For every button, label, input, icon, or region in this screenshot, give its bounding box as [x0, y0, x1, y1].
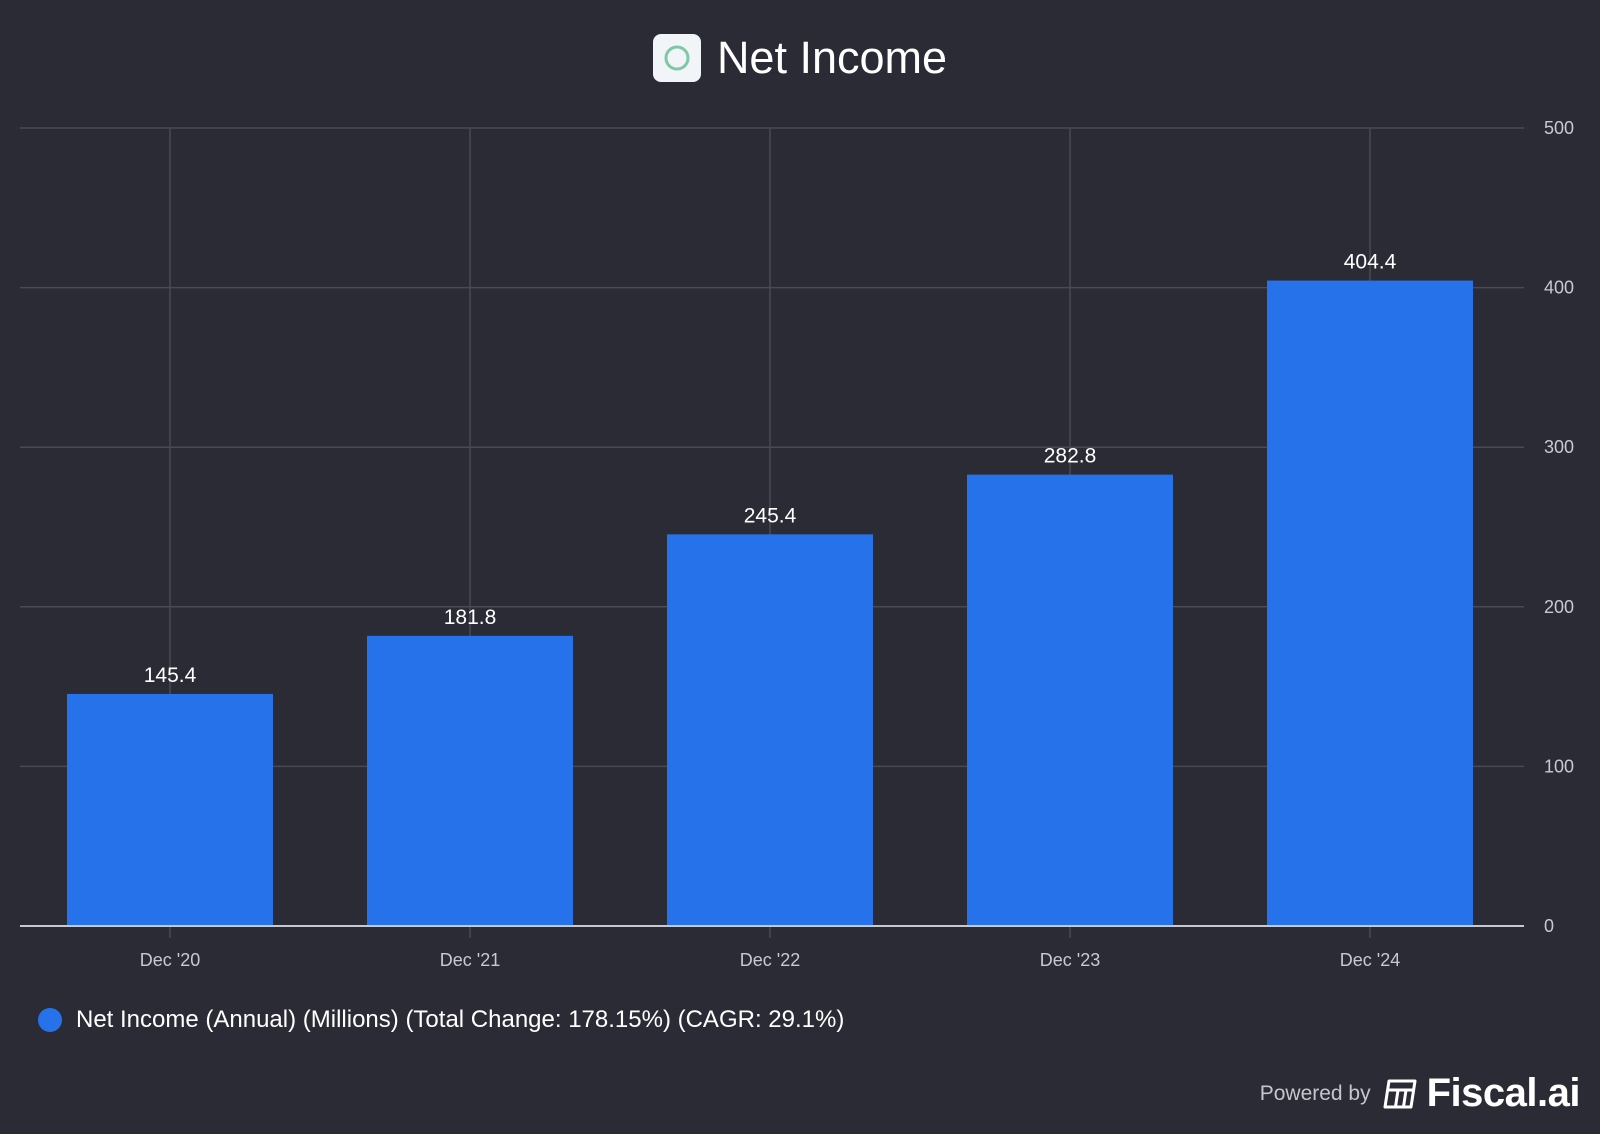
bar-3 [967, 474, 1173, 926]
y-tick-label-0: 0 [1544, 916, 1554, 936]
y-tick-label-100: 100 [1544, 756, 1574, 776]
value-label-0: 145.4 [144, 664, 197, 687]
x-tick-label-4: Dec '24 [1340, 950, 1400, 970]
labels-layer: 0 100 200 300 400 500 145.4 Dec '20 181.8 Dec '21… [20, 118, 1574, 970]
legend-item[interactable]: Net Income (Annual) (Millions) (Total Ch… [38, 1006, 844, 1034]
legend-label: Net Income (Annual) (Millions) (Total Ch… [76, 1006, 845, 1033]
footer-attribution[interactable]: Powered by Fiscal.ai [1259, 1071, 1581, 1116]
x-tick-label-1: Dec '21 [440, 950, 500, 970]
brand-name: Fiscal.ai [1426, 1071, 1581, 1115]
bar-2 [667, 534, 873, 926]
company-logo-icon [652, 34, 701, 82]
y-tick-label-300: 300 [1544, 437, 1574, 457]
x-tick-label-3: Dec '23 [1040, 950, 1100, 970]
value-label-3: 282.8 [1044, 445, 1097, 468]
chart-title: Net Income [716, 32, 948, 83]
value-label-2: 245.4 [744, 504, 797, 527]
bar-0 [67, 693, 273, 926]
powered-by-text: Powered by [1259, 1081, 1371, 1105]
x-tick-label-2: Dec '22 [740, 950, 800, 970]
bar-1 [367, 635, 573, 926]
y-tick-label-200: 200 [1544, 597, 1574, 617]
chart-header: Net Income [0, 32, 1600, 84]
value-label-1: 181.8 [444, 606, 497, 629]
fiscal-ai-logo-icon [1381, 1077, 1419, 1111]
y-tick-label-400: 400 [1544, 278, 1574, 298]
legend-marker [38, 1008, 62, 1032]
x-tick-label-0: Dec '20 [140, 950, 200, 970]
bars-layer [67, 280, 1473, 926]
bar-chart: 0 100 200 300 400 500 145.4 Dec '20 181.8 Dec '21… [20, 118, 1574, 970]
y-tick-label-500: 500 [1544, 118, 1574, 138]
bar-4 [1267, 280, 1473, 926]
value-label-4: 404.4 [1344, 251, 1397, 274]
